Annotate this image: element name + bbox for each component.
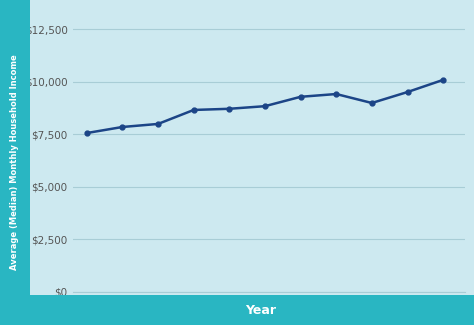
Text: Year: Year	[245, 304, 276, 317]
Text: Average (Median) Monthly Household Income: Average (Median) Monthly Household Incom…	[10, 55, 19, 270]
